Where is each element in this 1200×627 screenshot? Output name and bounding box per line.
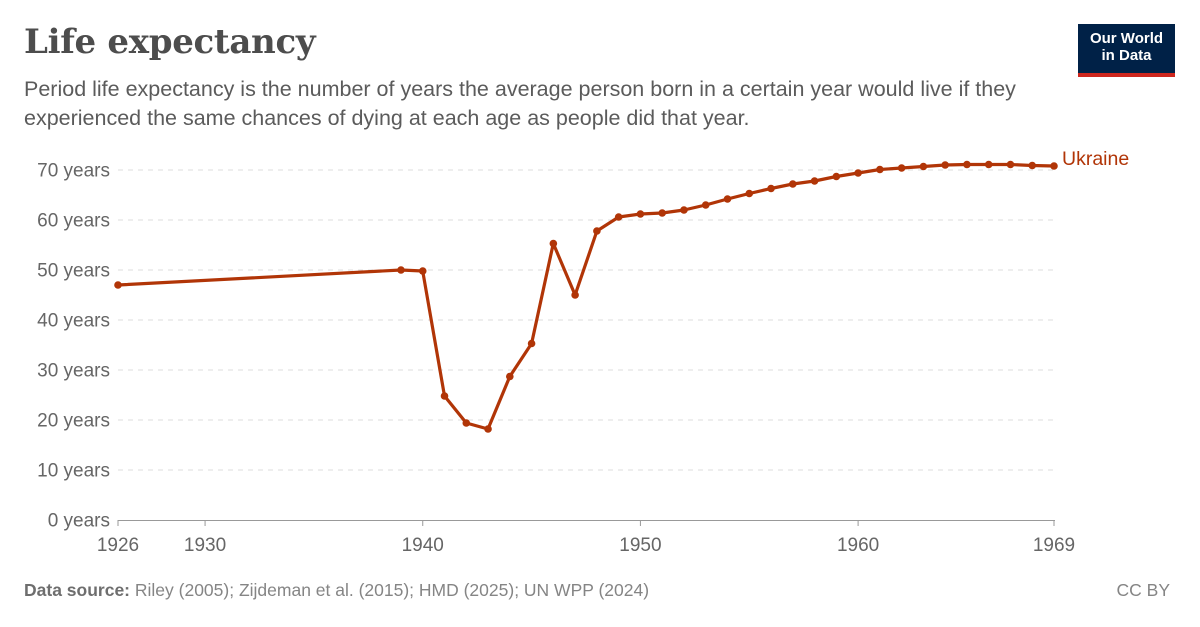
data-point <box>397 266 405 274</box>
data-point <box>876 165 884 174</box>
x-axis: 1926 1930 1940 1950 1960 1969 <box>97 520 1075 556</box>
data-point <box>114 281 122 289</box>
data-point <box>701 201 710 209</box>
data-point <box>1028 161 1037 170</box>
chart-subtitle: Period life expectancy is the number of … <box>24 77 1016 130</box>
y-tick-label: 30 years <box>37 361 110 382</box>
data-point <box>484 425 492 433</box>
data-point <box>832 172 841 181</box>
license-link[interactable]: CC BY <box>1116 580 1170 600</box>
data-point <box>527 339 536 348</box>
data-point <box>767 184 775 193</box>
data-point <box>745 189 754 198</box>
data-point <box>636 210 645 218</box>
data-point <box>680 206 688 214</box>
y-tick-label: 0 years <box>48 511 110 532</box>
series-layer: Ukraine <box>114 148 1129 433</box>
series-line-ukraine <box>116 162 1056 431</box>
x-tick-label: 1969 <box>1033 535 1075 556</box>
data-point <box>984 160 993 169</box>
logo-line-2: in Data <box>1101 47 1152 64</box>
data-point <box>897 164 906 172</box>
x-tick-label: 1950 <box>619 535 661 556</box>
x-tick-label: 1930 <box>184 535 226 556</box>
y-tick-label: 40 years <box>37 311 110 332</box>
data-point <box>658 209 666 217</box>
data-point <box>963 160 971 169</box>
data-point <box>614 213 623 221</box>
data-point <box>941 161 949 169</box>
data-point <box>440 392 449 400</box>
data-point <box>418 267 427 275</box>
y-tick-label: 60 years <box>37 211 110 232</box>
y-tick-label: 70 years <box>37 161 110 182</box>
series-label-ukraine: Ukraine <box>1062 148 1129 170</box>
x-tick-label: 1926 <box>97 535 139 556</box>
data-point <box>788 180 797 188</box>
y-tick-label: 50 years <box>37 261 110 282</box>
y-tick-label: 20 years <box>37 411 110 432</box>
owid-logo[interactable]: Our World in Data <box>1078 24 1175 77</box>
logo-line-1: Our World <box>1089 30 1164 47</box>
chart-title: Life expectancy <box>24 22 316 62</box>
y-tick-label: 10 years <box>37 461 110 482</box>
data-source-label: Data source: <box>24 580 131 600</box>
data-point <box>462 419 471 427</box>
data-point <box>571 291 579 299</box>
data-source-text[interactable]: Riley (2005); Zijdeman et al. (2015); HM… <box>130 580 650 600</box>
data-point <box>1050 162 1058 170</box>
y-grid <box>118 169 1054 471</box>
data-source: Data source: Riley (2005); Zijdeman et a… <box>24 580 649 601</box>
data-point <box>549 239 558 248</box>
x-tick-label: 1960 <box>837 535 879 556</box>
data-point <box>919 162 928 171</box>
data-point <box>506 372 514 381</box>
data-point <box>1006 160 1015 169</box>
y-axis-labels: 0 years 10 years 20 years 30 years 40 years 5… <box>37 161 110 532</box>
data-point <box>810 177 819 185</box>
data-point <box>854 169 862 177</box>
data-point <box>593 227 601 235</box>
x-tick-label: 1940 <box>402 535 444 556</box>
data-point <box>723 195 732 203</box>
